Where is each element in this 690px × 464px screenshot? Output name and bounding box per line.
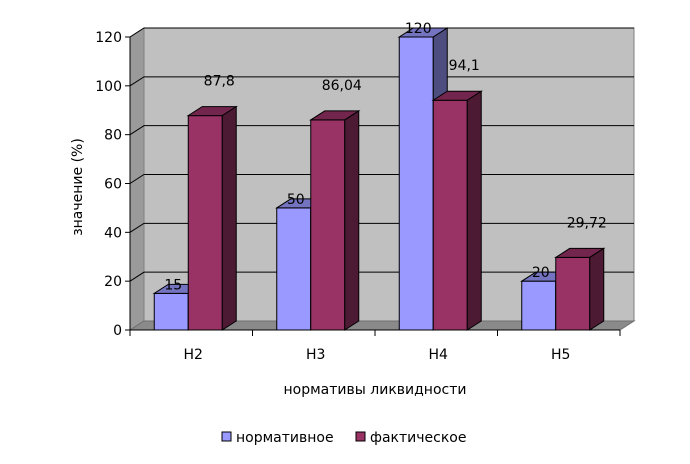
y-tick-label: 20 (104, 274, 122, 290)
data-label: 50 (287, 192, 305, 208)
x-tick-label: Н4 (429, 347, 449, 363)
y-tick-label: 0 (113, 323, 122, 339)
y-tick-label: 40 (104, 225, 122, 241)
data-label: 20 (532, 265, 550, 281)
legend-label: фактическое (370, 430, 466, 446)
legend: нормативное фактическое (221, 430, 466, 446)
bar-actual (554, 247, 606, 331)
bar-actual (186, 105, 238, 331)
data-label: 87,8 (204, 74, 235, 90)
x-axis-title: нормативы ликвидности (284, 382, 467, 398)
legend-item: фактическое (355, 430, 466, 446)
legend-label: нормативное (236, 430, 334, 446)
y-axis-title: значение (%) (70, 138, 86, 236)
data-label: 29,72 (567, 215, 607, 231)
legend-swatch (221, 431, 232, 442)
x-tick-label: Н3 (306, 347, 325, 363)
gridline (129, 76, 634, 87)
data-label: 120 (405, 21, 432, 37)
data-label: 86,04 (322, 78, 362, 94)
x-tick-label: Н2 (184, 347, 203, 363)
bar-actual (431, 90, 483, 331)
y-tick-label: 100 (95, 79, 122, 95)
legend-swatch (355, 431, 366, 442)
y-tick-label: 80 (104, 128, 122, 144)
y-tick-label: 120 (95, 30, 122, 46)
x-tick-label: Н5 (551, 347, 570, 363)
y-tick-label: 60 (104, 177, 122, 193)
legend-item: нормативное (221, 430, 334, 446)
data-label: 15 (164, 277, 182, 293)
gridline (129, 27, 634, 38)
bar-actual (309, 110, 361, 331)
data-label: 94,1 (449, 58, 480, 74)
